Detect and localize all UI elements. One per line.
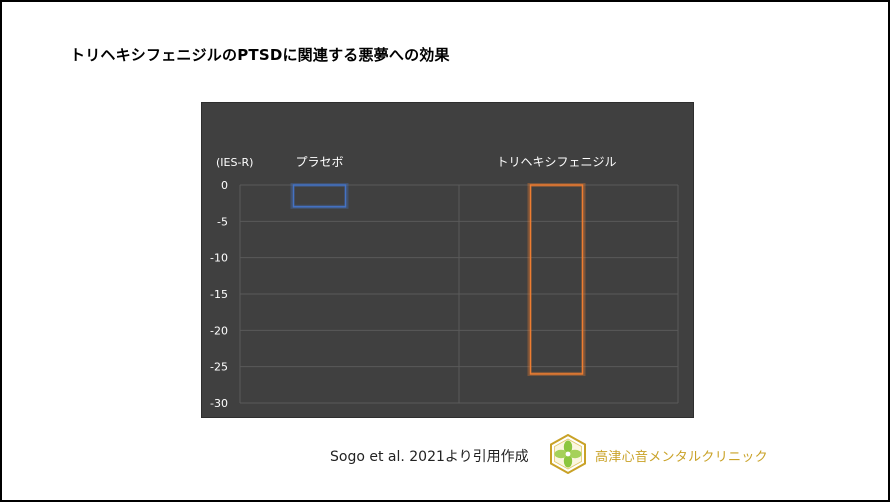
y-tick-label: 0 [221, 179, 228, 192]
bar [529, 184, 584, 375]
y-tick-label: -10 [210, 252, 228, 265]
clinic-name: 高津心音メンタルクリニック [595, 450, 768, 465]
y-tick-label: -30 [210, 397, 228, 410]
ies-r-bar-chart: 0 -5 -10 -15 -20 -25 -30 (IES-R) プラセボ トリヘキシフェニジル [210, 155, 679, 410]
citation-text: Sogo et al. 2021より引用作成 [330, 449, 529, 465]
clinic-logo-icon [550, 434, 586, 474]
bar [292, 184, 347, 208]
y-tick-label: -5 [217, 215, 228, 228]
slide-title: トリヘキシフェニジルのPTSDに関連する悪夢への効果 [70, 46, 450, 64]
category-label: プラセボ [295, 155, 343, 169]
y-tick-label: -15 [210, 288, 228, 301]
y-tick-label: -20 [210, 324, 228, 337]
category-label: トリヘキシフェニジル [496, 155, 616, 169]
y-axis-label: (IES-R) [216, 156, 253, 169]
bar-glow [290, 183, 349, 209]
y-tick-label: -25 [210, 361, 228, 374]
chart-panel: 0 -5 -10 -15 -20 -25 -30 (IES-R) プラセボ トリヘキシフェニジル [201, 102, 694, 418]
bar-glow [527, 183, 586, 376]
